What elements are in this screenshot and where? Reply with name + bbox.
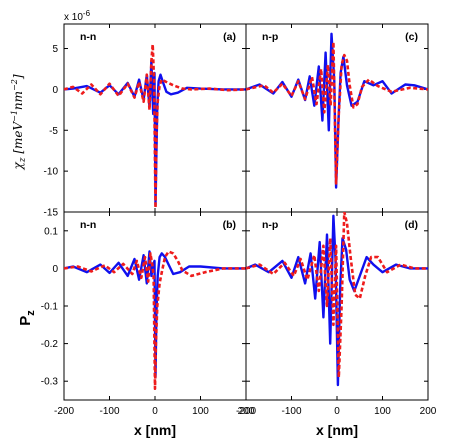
x-tick-label: 100 (192, 406, 209, 417)
y-tick-label: 5 (52, 44, 58, 55)
panel-corner-label: n-n (80, 219, 96, 231)
x-tick-label: -200 (54, 406, 74, 417)
exponent-label: x 10-6 (64, 9, 91, 23)
x-axis-label-right: x [nm] (316, 422, 358, 438)
y-tick-label: -5 (49, 126, 58, 137)
panel-letter: (b) (223, 219, 236, 231)
panel-c: n-p (c) (245, 23, 429, 213)
panel-corner-label: n-p (262, 219, 278, 231)
x-tick-label: -100 (281, 406, 301, 417)
panel-letter: (c) (405, 31, 418, 43)
series-red-dashed (246, 40, 428, 185)
y-tick-label: -0.2 (41, 339, 59, 350)
y-tick-label: -0.1 (41, 302, 59, 313)
x-tick-label: -100 (99, 406, 119, 417)
y-tick-label: -10 (44, 167, 59, 178)
series-red-dashed (64, 43, 246, 210)
x-tick-label: 0 (334, 406, 340, 417)
y-tick-label: 0 (52, 85, 58, 96)
y-tick-label: 0.1 (44, 226, 58, 237)
x-tick-label: 200 (420, 406, 437, 417)
y-axis-label-top: χz [meV−1nm−2] (10, 74, 28, 170)
panel-letter: (d) (405, 219, 418, 231)
panel-a: 5 0 -5 -10 -15 n-n (a) (44, 23, 247, 219)
x-tick-label: 200 (238, 406, 255, 417)
y-tick-label: -15 (44, 208, 59, 219)
series-red-dashed (64, 250, 246, 391)
panel-corner-label: n-p (262, 31, 278, 43)
x-axis-label-left: x [nm] (134, 422, 176, 438)
x-tick-label: -200 (236, 406, 256, 417)
y-tick-label: 0 (52, 264, 58, 275)
series-blue-solid (246, 214, 428, 387)
x-tick-label: 100 (374, 406, 391, 417)
y-axis-label-bottom: Pz (17, 310, 37, 326)
y-tick-label: -0.3 (41, 377, 59, 388)
series-blue-solid (246, 32, 428, 189)
exponent-base: x 10 (64, 12, 83, 23)
panel-d: -200 -100 0 100 200 n-p (d) (236, 211, 437, 417)
panel-corner-label: n-n (80, 31, 96, 43)
panel-letter: (a) (223, 31, 236, 43)
x-tick-label: 0 (152, 406, 158, 417)
exponent-power: -6 (83, 9, 91, 18)
panel-b: 0.1 0 -0.1 -0.2 -0.3 -200 -100 0 100 200 n-n (b) (41, 211, 255, 417)
series-blue-solid (64, 250, 246, 379)
series-red-dashed (246, 212, 428, 379)
